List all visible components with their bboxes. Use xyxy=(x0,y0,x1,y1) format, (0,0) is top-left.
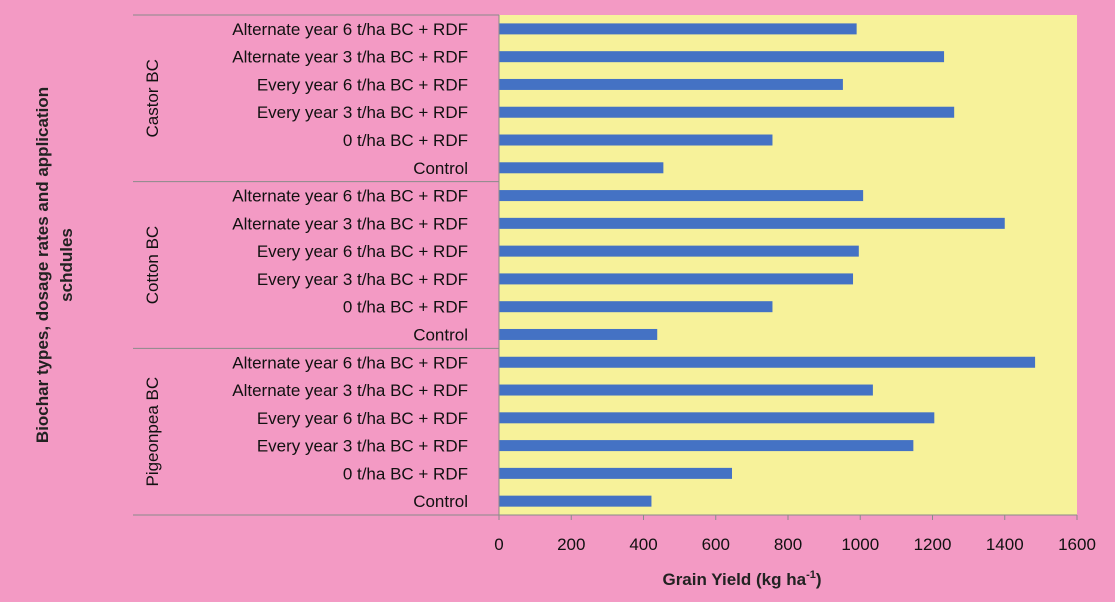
bar xyxy=(499,217,1005,229)
x-axis-title-superscript: -1 xyxy=(806,569,816,581)
bar xyxy=(499,245,859,257)
x-tick-label: 1200 xyxy=(914,535,952,554)
category-label: 0 t/ha BC + RDF xyxy=(343,298,468,317)
axis-lines-layer xyxy=(133,14,1077,516)
x-axis-title-suffix: ) xyxy=(816,570,822,589)
x-axis-title-main: Grain Yield (kg ha xyxy=(662,570,806,589)
category-label: Every year 3 t/ha BC + RDF xyxy=(257,270,468,289)
category-label: Every year 6 t/ha BC + RDF xyxy=(257,242,468,261)
bar xyxy=(499,134,773,146)
x-tick-label: 1000 xyxy=(841,535,879,554)
bar xyxy=(499,301,773,313)
category-label: Alternate year 3 t/ha BC + RDF xyxy=(232,48,468,67)
bar xyxy=(499,23,857,35)
category-label: Control xyxy=(413,325,468,344)
x-tick-label: 1600 xyxy=(1058,535,1096,554)
category-label: Every year 6 t/ha BC + RDF xyxy=(257,75,468,94)
group-label: Pigeonpea BC xyxy=(143,377,162,487)
bar xyxy=(499,467,733,479)
group-labels-layer: Castor BC Cotton BC Pigeonpea BC xyxy=(143,59,162,486)
x-tick-label: 200 xyxy=(557,535,585,554)
group-label: Cotton BC xyxy=(143,226,162,304)
bar xyxy=(499,190,864,202)
category-labels-layer: Alternate year 6 t/ha BC + RDF Alternate … xyxy=(232,20,468,511)
category-label: 0 t/ha BC + RDF xyxy=(343,131,468,150)
category-label: 0 t/ha BC + RDF xyxy=(343,464,468,483)
category-label: Every year 3 t/ha BC + RDF xyxy=(257,103,468,122)
category-label: Alternate year 6 t/ha BC + RDF xyxy=(232,20,468,39)
x-ticks-layer: 0 200 400 600 800 1000 1200 1400 1600 xyxy=(494,515,1096,554)
category-label: Every year 3 t/ha BC + RDF xyxy=(257,437,468,456)
bar xyxy=(499,495,652,507)
bar xyxy=(499,328,658,340)
bar xyxy=(499,273,854,285)
x-tick-label: 400 xyxy=(629,535,657,554)
y-axis-title-line1: Biochar types, dosage rates and applicat… xyxy=(33,87,52,443)
x-tick-label: 0 xyxy=(494,535,503,554)
plot-area xyxy=(499,15,1077,515)
category-label: Alternate year 6 t/ha BC + RDF xyxy=(232,353,468,372)
bar xyxy=(499,440,914,452)
x-tick-label: 1400 xyxy=(986,535,1024,554)
y-axis-title-line2: schdules xyxy=(57,228,76,302)
bar xyxy=(499,412,935,424)
bars-layer xyxy=(499,23,1036,507)
x-tick-label: 800 xyxy=(774,535,802,554)
x-axis-title: Grain Yield (kg ha-1) xyxy=(662,569,821,589)
category-label: Control xyxy=(413,159,468,178)
bar xyxy=(499,106,955,118)
bar xyxy=(499,356,1036,368)
category-label: Alternate year 3 t/ha BC + RDF xyxy=(232,214,468,233)
bar xyxy=(499,51,945,63)
category-label: Alternate year 3 t/ha BC + RDF xyxy=(232,381,468,400)
x-tick-label: 600 xyxy=(702,535,730,554)
category-label: Every year 6 t/ha BC + RDF xyxy=(257,409,468,428)
bar xyxy=(499,384,873,396)
category-label: Alternate year 6 t/ha BC + RDF xyxy=(232,187,468,206)
group-label: Castor BC xyxy=(143,59,162,137)
bar xyxy=(499,78,843,90)
bar xyxy=(499,162,664,174)
category-label: Control xyxy=(413,492,468,511)
